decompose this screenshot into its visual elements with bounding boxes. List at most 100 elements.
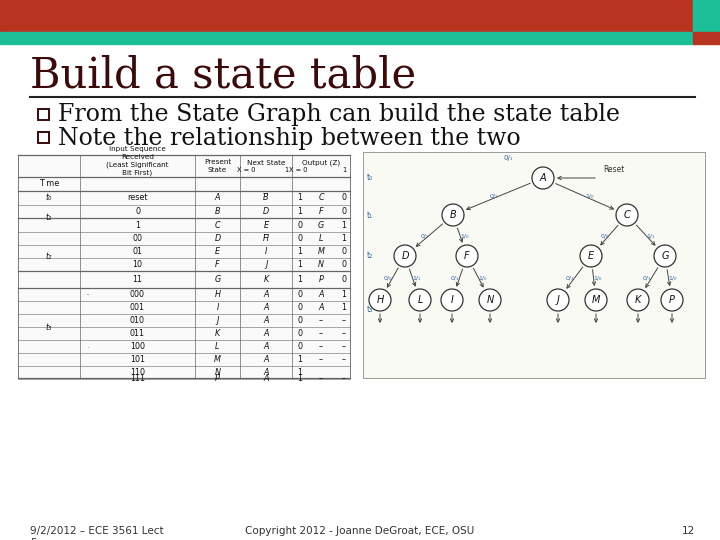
Text: –: – xyxy=(342,374,346,383)
Circle shape xyxy=(409,289,431,311)
Text: 9/2/2012 – ECE 3561 Lect
5: 9/2/2012 – ECE 3561 Lect 5 xyxy=(30,526,163,540)
Text: A: A xyxy=(264,329,269,338)
Text: Input Sequence
Received
(Least Significant
Bit First): Input Sequence Received (Least Significa… xyxy=(107,146,168,176)
Text: M: M xyxy=(592,295,600,305)
Text: M: M xyxy=(214,355,221,364)
Text: F: F xyxy=(215,260,220,269)
Text: 1/₀: 1/₀ xyxy=(479,275,487,280)
Text: G: G xyxy=(661,251,669,261)
Text: 1: 1 xyxy=(297,193,302,202)
Bar xyxy=(363,152,705,378)
Text: 0: 0 xyxy=(341,247,346,256)
Text: 0: 0 xyxy=(341,275,346,284)
Text: –: – xyxy=(319,316,323,325)
Bar xyxy=(693,32,720,44)
Text: C: C xyxy=(318,193,324,202)
Text: 0/₁: 0/₁ xyxy=(643,275,652,280)
Text: E: E xyxy=(588,251,594,261)
Text: 1: 1 xyxy=(297,207,302,216)
Text: –: – xyxy=(319,342,323,351)
Circle shape xyxy=(441,289,463,311)
Text: E: E xyxy=(215,247,220,256)
Text: –: – xyxy=(342,355,346,364)
Text: 0: 0 xyxy=(297,303,302,312)
Text: 011: 011 xyxy=(130,329,145,338)
Text: 0: 0 xyxy=(341,193,346,202)
Text: –: – xyxy=(319,329,323,338)
Text: D: D xyxy=(215,234,220,243)
Circle shape xyxy=(394,245,416,267)
Text: 01: 01 xyxy=(132,247,143,256)
Text: 1: 1 xyxy=(341,290,346,299)
Text: A: A xyxy=(264,303,269,312)
Text: M: M xyxy=(318,247,325,256)
Text: 0: 0 xyxy=(297,316,302,325)
Text: 001: 001 xyxy=(130,303,145,312)
Text: –: – xyxy=(319,374,323,383)
Text: A: A xyxy=(318,303,324,312)
Text: 0/₁: 0/₁ xyxy=(490,194,498,199)
Text: -: - xyxy=(87,292,89,297)
Text: 10: 10 xyxy=(132,260,143,269)
Text: 0: 0 xyxy=(297,234,302,243)
Text: D: D xyxy=(401,251,409,261)
Text: Output (Z): Output (Z) xyxy=(302,160,340,166)
Text: reset: reset xyxy=(127,193,148,202)
Text: 1/₀: 1/₀ xyxy=(460,233,469,238)
Text: 0: 0 xyxy=(297,220,302,230)
Text: t₂: t₂ xyxy=(46,252,52,261)
Text: H: H xyxy=(215,290,220,299)
Text: 0: 0 xyxy=(341,260,346,269)
Text: I: I xyxy=(451,295,454,305)
Text: 0: 0 xyxy=(135,207,140,216)
Text: t₀: t₀ xyxy=(46,193,52,202)
Text: A: A xyxy=(264,290,269,299)
Circle shape xyxy=(547,289,569,311)
Text: –: – xyxy=(342,316,346,325)
Text: t₁: t₁ xyxy=(46,213,52,222)
Text: N: N xyxy=(215,368,220,377)
Text: E̅: E̅ xyxy=(264,220,269,230)
Text: C: C xyxy=(624,210,631,220)
Circle shape xyxy=(442,204,464,226)
Text: 0/₁: 0/₁ xyxy=(566,275,575,280)
Text: N: N xyxy=(318,260,324,269)
Text: Build a state table: Build a state table xyxy=(30,55,416,97)
Text: H̅: H̅ xyxy=(263,234,269,243)
Text: 1/₀: 1/₀ xyxy=(668,275,677,280)
Text: 100: 100 xyxy=(130,342,145,351)
Text: 11: 11 xyxy=(132,275,143,284)
Text: From the State Graph can build the state table: From the State Graph can build the state… xyxy=(58,104,620,126)
Bar xyxy=(18,155,350,378)
Text: P: P xyxy=(215,374,220,383)
Text: 1: 1 xyxy=(297,260,302,269)
Text: P: P xyxy=(318,275,323,284)
Text: t₁: t₁ xyxy=(367,211,373,219)
Text: X = 0: X = 0 xyxy=(237,167,256,173)
Text: Reset: Reset xyxy=(603,165,624,174)
Text: 0/₀: 0/₀ xyxy=(600,233,609,238)
Text: 0/₁: 0/₁ xyxy=(420,233,429,238)
Text: 1: 1 xyxy=(297,355,302,364)
Text: 0: 0 xyxy=(297,290,302,299)
Text: K: K xyxy=(264,275,269,284)
Circle shape xyxy=(585,289,607,311)
Bar xyxy=(693,0,720,32)
Text: –: – xyxy=(342,342,346,351)
Text: A: A xyxy=(264,374,269,383)
Text: X = 0: X = 0 xyxy=(289,167,307,173)
Text: I: I xyxy=(265,247,267,256)
Text: N: N xyxy=(487,295,494,305)
Text: B: B xyxy=(215,207,220,216)
Text: J: J xyxy=(216,316,219,325)
Text: C: C xyxy=(215,220,220,230)
Text: 12: 12 xyxy=(682,526,695,536)
Text: 00: 00 xyxy=(132,234,143,243)
Circle shape xyxy=(627,289,649,311)
Text: 1: 1 xyxy=(297,275,302,284)
Text: P: P xyxy=(669,295,675,305)
Text: 1: 1 xyxy=(341,303,346,312)
Text: K: K xyxy=(215,329,220,338)
Text: –: – xyxy=(342,329,346,338)
Text: 1: 1 xyxy=(284,167,288,173)
